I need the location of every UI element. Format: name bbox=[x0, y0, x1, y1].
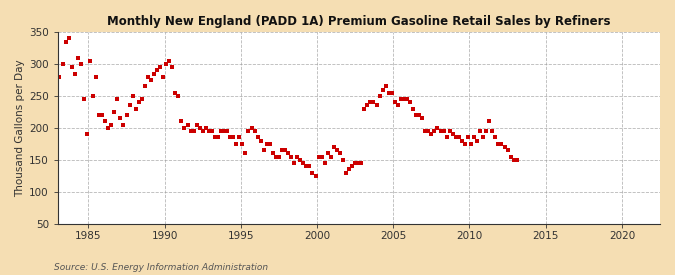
Y-axis label: Thousand Gallons per Day: Thousand Gallons per Day bbox=[15, 59, 25, 197]
Text: Source: U.S. Energy Information Administration: Source: U.S. Energy Information Administ… bbox=[54, 263, 268, 272]
Title: Monthly New England (PADD 1A) Premium Gasoline Retail Sales by Refiners: Monthly New England (PADD 1A) Premium Ga… bbox=[107, 15, 611, 28]
